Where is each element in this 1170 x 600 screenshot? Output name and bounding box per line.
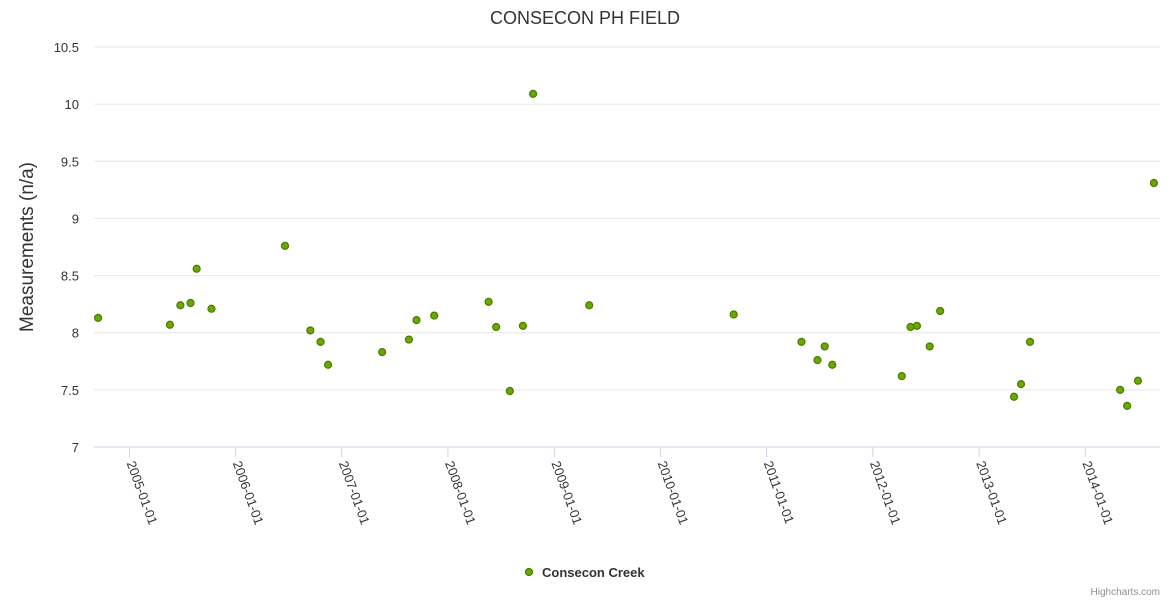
data-point[interactable] — [93, 313, 103, 322]
chart-title: CONSECON PH FIELD — [490, 8, 680, 28]
data-point[interactable] — [1149, 178, 1158, 188]
data-point[interactable] — [729, 310, 738, 319]
x-tick-label: 2008-01-01 — [442, 459, 479, 527]
x-tick-label: 2014-01-01 — [1079, 459, 1116, 527]
data-point[interactable] — [404, 335, 414, 344]
data-point[interactable] — [820, 342, 829, 351]
credits-link[interactable]: Highcharts.com — [1091, 587, 1160, 598]
data-point[interactable] — [1009, 392, 1019, 401]
x-tick-label: 2011-01-01 — [761, 459, 798, 526]
data-point[interactable] — [925, 342, 934, 351]
x-tick-label: 2010-01-01 — [655, 459, 692, 527]
y-tick-label: 7.5 — [61, 383, 79, 398]
data-point[interactable] — [280, 241, 290, 250]
data-point[interactable] — [207, 304, 216, 313]
data-point[interactable] — [1025, 337, 1035, 346]
data-point[interactable] — [585, 301, 594, 310]
data-point[interactable] — [518, 321, 528, 330]
y-tick-label: 8 — [72, 326, 79, 341]
data-point[interactable] — [1133, 376, 1143, 385]
data-point[interactable] — [906, 322, 915, 332]
data-point[interactable] — [1116, 385, 1125, 394]
y-axis-ticks: 7 7.5 8 8.5 9 9.5 10 10.5 — [54, 40, 79, 455]
data-point[interactable] — [412, 316, 421, 325]
data-point[interactable] — [528, 89, 538, 98]
y-tick-label: 9 — [72, 211, 79, 226]
data-point[interactable] — [813, 356, 822, 365]
data-point[interactable] — [316, 337, 325, 346]
data-point[interactable] — [430, 311, 439, 320]
data-point[interactable] — [1123, 401, 1132, 410]
x-tick-label: 2009-01-01 — [548, 459, 585, 527]
data-point[interactable] — [828, 360, 837, 369]
y-tick-label: 10 — [65, 97, 79, 112]
x-tick-label: 2012-01-01 — [867, 459, 904, 527]
data-points — [93, 89, 1158, 410]
data-point[interactable] — [912, 321, 922, 330]
data-point[interactable] — [492, 322, 501, 332]
x-tick-label: 2007-01-01 — [336, 459, 373, 527]
gridlines — [94, 46, 1160, 391]
data-point[interactable] — [378, 348, 387, 357]
data-point[interactable] — [323, 360, 333, 369]
x-tick-label: 2013-01-01 — [973, 459, 1010, 527]
data-point[interactable] — [176, 301, 185, 310]
legend-marker — [524, 567, 534, 577]
data-point[interactable] — [484, 297, 493, 306]
data-point[interactable] — [192, 264, 201, 273]
data-point[interactable] — [1016, 380, 1026, 389]
y-axis-label: Measurements (n/a) — [17, 162, 38, 332]
data-point[interactable] — [186, 298, 195, 308]
x-tick-label: 2005-01-01 — [124, 459, 161, 527]
y-tick-label: 10.5 — [54, 40, 79, 55]
data-point[interactable] — [505, 386, 514, 396]
legend[interactable]: Consecon Creek — [524, 565, 646, 580]
x-tick-label: 2006-01-01 — [230, 459, 267, 527]
data-point[interactable] — [306, 326, 315, 335]
data-point[interactable] — [936, 306, 945, 316]
x-axis-ticks: 2005-01-01 2006-01-01 2007-01-01 2008-01-01… — [124, 447, 1116, 527]
y-tick-label: 8.5 — [61, 269, 79, 284]
data-point[interactable] — [897, 372, 906, 381]
y-tick-label: 9.5 — [61, 154, 79, 169]
data-point[interactable] — [797, 337, 806, 346]
y-tick-label: 7 — [72, 440, 79, 455]
legend-item-consecon-creek[interactable]: Consecon Creek — [542, 565, 645, 580]
data-point[interactable] — [165, 320, 174, 329]
